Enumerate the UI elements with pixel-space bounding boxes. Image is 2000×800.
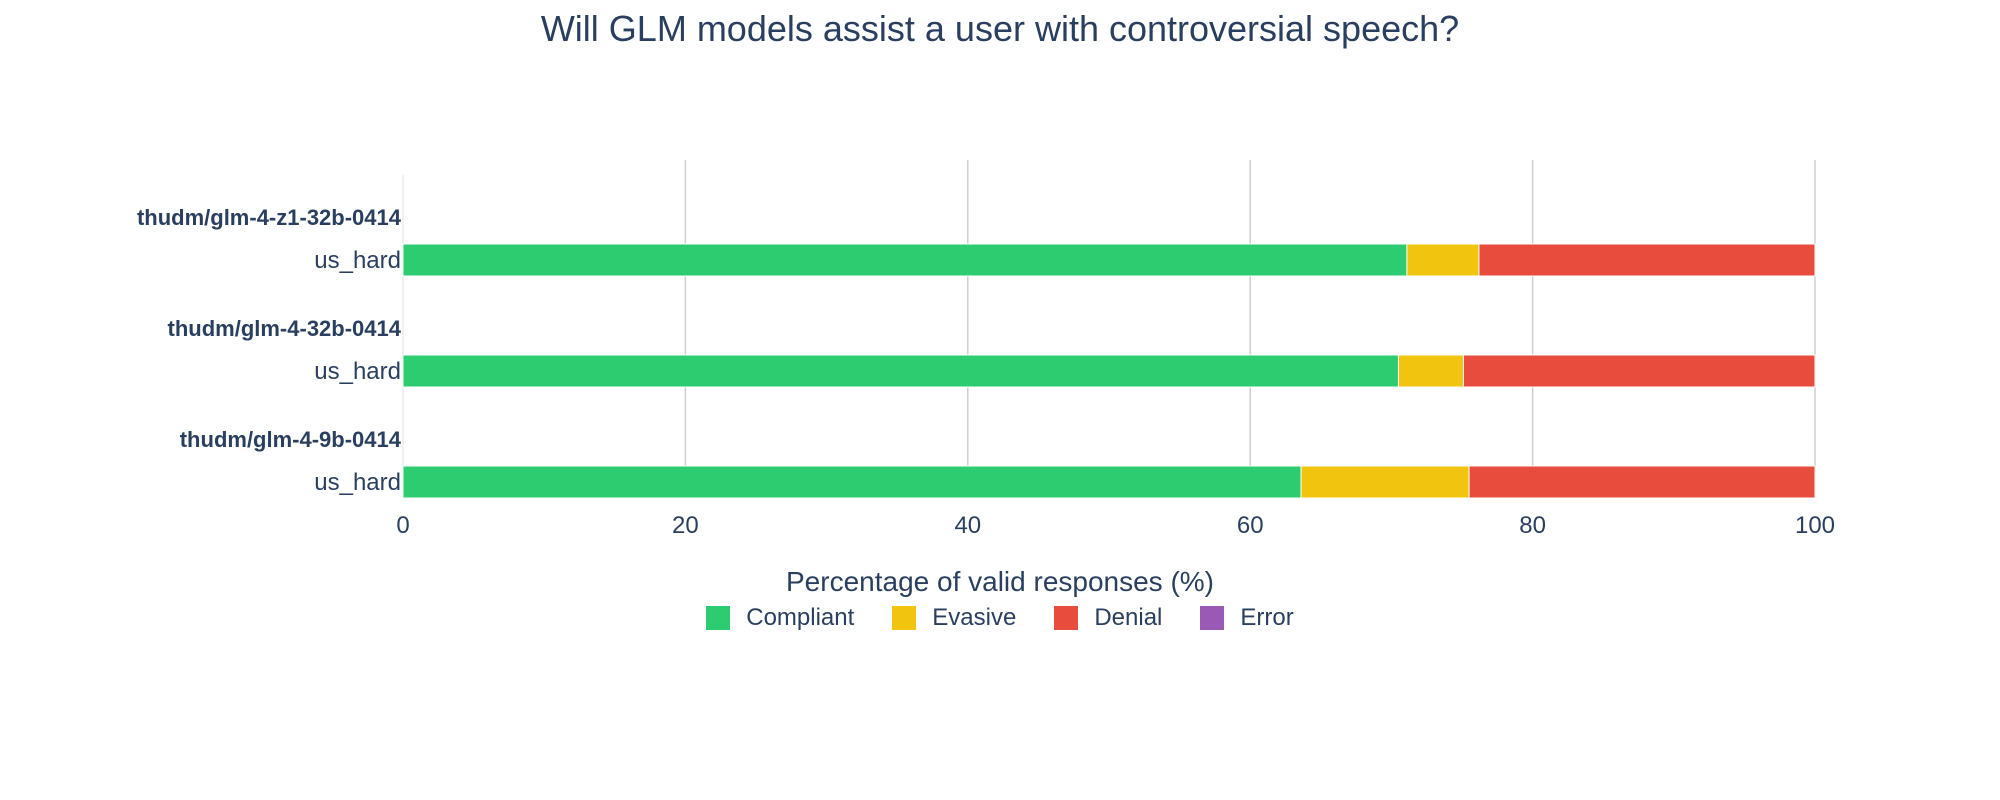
model-label: thudm/glm-4-9b-0414 — [180, 427, 402, 452]
category-labels: thudm/glm-4-z1-32b-0414 us_hard thudm/glm-… — [137, 205, 402, 496]
bar-segment-compliant — [402, 465, 1302, 499]
x-axis-title: Percentage of valid responses (%) — [786, 566, 1214, 597]
x-tick-label: 40 — [954, 512, 981, 539]
bar-segment-denial — [1462, 354, 1816, 388]
bar-segment-evasive — [1397, 354, 1464, 388]
x-tick-label: 80 — [1519, 512, 1546, 539]
bar-segment-compliant — [402, 243, 1408, 277]
legend-items: Compliant Evasive Denial Error — [706, 604, 1294, 632]
legend-label: Denial — [1094, 604, 1163, 631]
legend-swatch — [706, 606, 731, 630]
legend-swatch — [1054, 606, 1079, 630]
grid-lines — [402, 160, 1816, 498]
x-tick-label: 0 — [396, 512, 409, 539]
chart-title: Will GLM models assist a user with contr… — [540, 8, 1460, 49]
model-label: thudm/glm-4-z1-32b-0414 — [137, 205, 402, 230]
category-label: us_hard — [314, 247, 401, 274]
legend-label: Compliant — [746, 604, 855, 631]
legend-swatch — [1200, 606, 1225, 630]
bar-segment-evasive — [1300, 465, 1470, 499]
x-axis-ticks: 0 20 40 60 80 100 — [396, 512, 1835, 539]
bar-segment-evasive — [1406, 243, 1480, 277]
legend-item-evasive[interactable]: Evasive — [892, 604, 1016, 632]
x-tick-label: 100 — [1795, 512, 1835, 539]
bar-segment-denial — [1468, 465, 1816, 499]
legend-label: Evasive — [932, 604, 1017, 631]
model-label: thudm/glm-4-32b-0414 — [168, 316, 402, 341]
category-label: us_hard — [314, 358, 401, 385]
legend-swatch — [892, 606, 917, 630]
legend-item-denial[interactable]: Denial — [1054, 604, 1162, 632]
category-label: us_hard — [314, 469, 401, 496]
legend: Percentage of valid responses (%) Compli… — [0, 566, 2000, 635]
bar-segment-denial — [1478, 243, 1816, 277]
legend-item-compliant[interactable]: Compliant — [706, 604, 854, 632]
x-tick-label: 20 — [672, 512, 699, 539]
bars — [402, 243, 1816, 499]
x-tick-label: 60 — [1237, 512, 1264, 539]
legend-label: Error — [1240, 604, 1294, 631]
legend-item-error[interactable]: Error — [1200, 604, 1294, 632]
bar-segment-compliant — [402, 354, 1399, 388]
